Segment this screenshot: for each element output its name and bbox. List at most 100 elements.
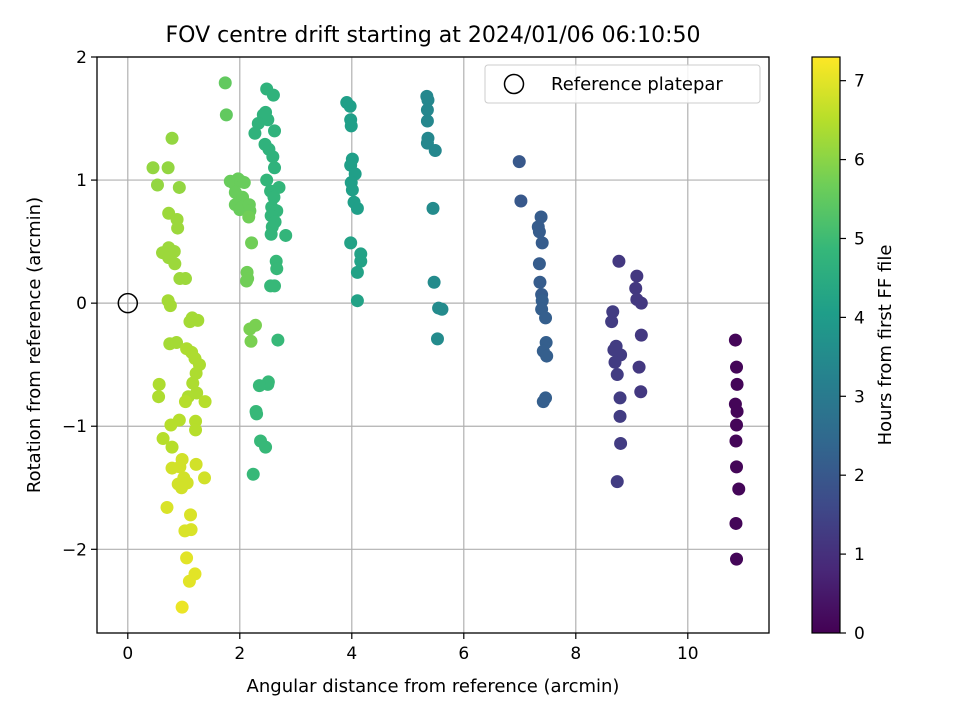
data-point bbox=[610, 475, 624, 489]
colorbar-tick-label: 4 bbox=[854, 308, 865, 328]
colorbar-tick-label: 7 bbox=[854, 72, 865, 92]
data-point bbox=[612, 254, 626, 268]
data-points bbox=[146, 76, 746, 614]
data-point bbox=[730, 404, 744, 418]
data-point bbox=[152, 377, 166, 391]
data-point bbox=[219, 108, 233, 122]
data-point bbox=[634, 296, 648, 310]
data-point bbox=[165, 461, 179, 475]
data-point bbox=[251, 116, 265, 130]
data-point bbox=[514, 194, 528, 208]
data-point bbox=[156, 432, 170, 446]
data-point bbox=[198, 471, 212, 485]
data-point bbox=[730, 360, 744, 374]
data-point bbox=[252, 379, 266, 393]
data-point bbox=[512, 155, 526, 169]
data-point bbox=[268, 279, 282, 293]
data-point bbox=[190, 386, 204, 400]
data-point bbox=[345, 183, 359, 197]
x-tick-label: 6 bbox=[458, 644, 469, 664]
plot-frame bbox=[96, 56, 770, 634]
data-point bbox=[267, 190, 281, 204]
data-point bbox=[250, 407, 264, 421]
data-point bbox=[430, 332, 444, 346]
legend: Reference platepar bbox=[484, 64, 761, 104]
y-tick-label: 1 bbox=[76, 171, 87, 191]
data-point bbox=[728, 333, 742, 347]
data-point bbox=[268, 161, 282, 175]
data-point bbox=[218, 76, 232, 90]
data-point bbox=[243, 322, 257, 336]
data-point bbox=[146, 161, 160, 175]
data-point bbox=[271, 333, 285, 347]
data-point bbox=[536, 395, 550, 409]
data-point bbox=[240, 274, 254, 288]
legend-box bbox=[484, 64, 761, 104]
data-point bbox=[160, 500, 174, 514]
data-point bbox=[730, 460, 744, 474]
data-point bbox=[189, 366, 203, 380]
data-point bbox=[170, 336, 184, 350]
colorbar-label: Hours from first FF file bbox=[875, 245, 896, 446]
data-point bbox=[165, 440, 179, 454]
legend-label-reference-platepar: Reference platepar bbox=[551, 74, 723, 95]
data-point bbox=[191, 313, 205, 327]
data-point bbox=[428, 144, 442, 158]
data-point bbox=[729, 516, 743, 530]
x-tick-label: 10 bbox=[677, 644, 699, 664]
x-tick-label: 2 bbox=[234, 644, 245, 664]
data-point bbox=[729, 434, 743, 448]
data-point bbox=[634, 385, 648, 399]
data-point bbox=[163, 299, 177, 313]
data-point bbox=[614, 436, 628, 450]
data-point bbox=[532, 225, 546, 239]
data-point bbox=[534, 210, 548, 224]
y-tick-label: 2 bbox=[76, 48, 87, 68]
data-point bbox=[178, 272, 192, 286]
data-point bbox=[730, 418, 744, 432]
data-point bbox=[150, 178, 164, 192]
data-point bbox=[175, 600, 189, 614]
data-point bbox=[264, 227, 278, 241]
x-axis-label: Angular distance from reference (arcmin) bbox=[247, 676, 620, 697]
colorbar-tick-label: 6 bbox=[854, 151, 865, 171]
data-point bbox=[350, 294, 364, 308]
data-point bbox=[613, 409, 627, 423]
x-tick-label: 4 bbox=[346, 644, 357, 664]
x-tick-label: 8 bbox=[570, 644, 581, 664]
data-point bbox=[344, 236, 358, 250]
data-point bbox=[608, 355, 622, 369]
colorbar-tick-label: 1 bbox=[854, 545, 865, 565]
colorbar-tick-label: 5 bbox=[854, 229, 865, 249]
data-point bbox=[427, 275, 441, 289]
data-point bbox=[245, 236, 259, 250]
colorbar bbox=[811, 56, 841, 634]
data-point bbox=[420, 114, 434, 128]
data-point bbox=[182, 574, 196, 588]
data-point bbox=[539, 311, 553, 325]
legend-open-circle-marker bbox=[503, 73, 525, 95]
data-point bbox=[420, 103, 434, 117]
data-point bbox=[630, 269, 644, 283]
data-point bbox=[175, 481, 189, 495]
data-point bbox=[246, 467, 260, 481]
data-point bbox=[180, 551, 194, 565]
reference-point-circle bbox=[117, 292, 139, 314]
data-point bbox=[605, 315, 619, 329]
data-point bbox=[421, 93, 435, 107]
data-point bbox=[610, 368, 624, 382]
data-point bbox=[248, 126, 262, 140]
data-point bbox=[629, 281, 643, 295]
data-point bbox=[533, 275, 547, 289]
data-point bbox=[732, 482, 746, 496]
data-point bbox=[184, 508, 198, 522]
reference-platepar-marker bbox=[117, 292, 139, 314]
data-point bbox=[184, 523, 198, 537]
data-point bbox=[344, 119, 358, 133]
data-point bbox=[152, 390, 166, 404]
data-point bbox=[730, 552, 744, 566]
colorbar-tick-label: 0 bbox=[854, 624, 865, 644]
data-point bbox=[171, 221, 185, 235]
y-tick-label: −2 bbox=[62, 540, 87, 560]
